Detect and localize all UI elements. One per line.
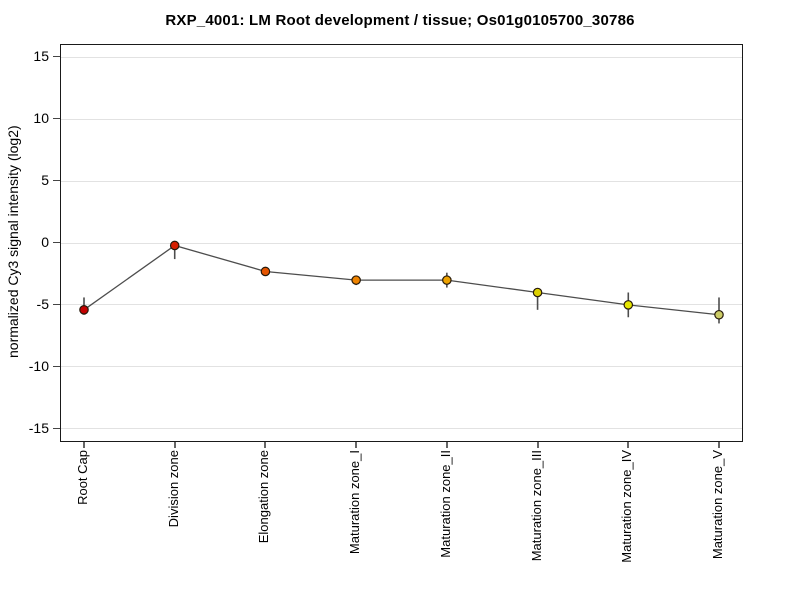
data-point [623,300,634,310]
x-tick-mark [173,442,176,448]
series-plot [79,240,724,324]
gridline [61,304,742,306]
x-tick-label: Division zone [165,450,181,528]
x-tick-label: Root Cap [75,450,90,505]
x-tick-label: Elongation zone [256,450,272,544]
x-tick-mark [445,442,448,448]
gridline [61,118,742,120]
data-point [351,275,361,285]
data-point [260,266,271,277]
data-point [532,287,543,298]
gridline [61,56,742,58]
x-tick-label: Maturation zone_III [528,450,544,562]
x-tick-mark [627,442,630,448]
plot-area [60,44,743,442]
x-tick-mark [355,442,358,448]
y-tick-label: -5 [36,295,49,312]
data-point [169,240,180,251]
data-point [442,275,452,285]
x-tick-mark [264,442,267,448]
y-tick-mark [53,180,60,182]
x-tick-label: Maturation zone_IV [619,450,635,563]
y-tick-label: -15 [28,419,49,436]
gridline [61,366,742,368]
y-tick-label: 5 [41,172,49,189]
y-tick-mark [53,242,60,243]
y-tick-mark [53,365,60,367]
x-tick-label: Maturation zone_II [437,450,453,558]
chart-title: RXP_4001: LM Root development / tissue; … [165,12,635,29]
data-point [714,309,724,320]
x-tick-label: Maturation zone_I [347,450,363,555]
gridline [61,180,742,182]
y-tick-label: -10 [28,357,49,374]
gridline [61,428,742,430]
y-tick-mark [53,118,60,120]
gridline [61,242,742,244]
x-tick-mark [83,442,85,448]
y-tick-label: 0 [41,234,49,250]
x-tick-mark [718,442,720,448]
x-tick-label: Maturation zone_V [710,450,725,560]
y-tick-mark [53,56,60,58]
y-tick-label: 10 [33,110,49,127]
y-tick-mark [53,427,60,429]
data-point [79,305,89,315]
y-tick-label: 15 [33,48,49,65]
x-tick-mark [536,442,539,448]
y-tick-mark [53,303,60,305]
series-line [83,244,720,316]
